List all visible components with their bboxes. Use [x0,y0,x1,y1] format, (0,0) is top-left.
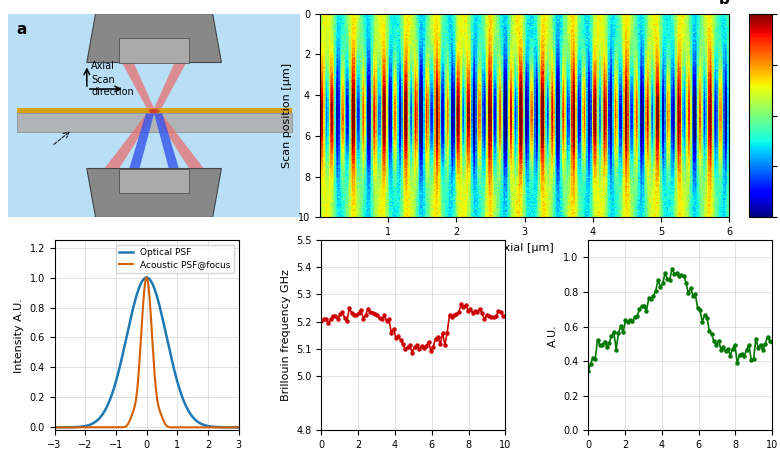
Optical PSF [142,275,151,280]
Polygon shape [119,38,190,63]
Optical PSF [50,424,59,430]
Y-axis label: Brillouin frequency GHz: Brillouin frequency GHz [281,269,291,401]
Polygon shape [154,113,204,169]
Polygon shape [87,169,222,217]
Acoustic PSF@focus [234,424,243,430]
Acoustic PSF@focus [211,424,220,430]
Acoustic PSF@focus [71,424,80,430]
X-axis label: Axial [μm]: Axial [μm] [496,243,554,253]
Polygon shape [129,113,154,169]
Line: Optical PSF: Optical PSF [55,278,239,427]
Text: Axial: Axial [91,61,115,71]
Text: b: b [718,0,729,8]
Polygon shape [119,169,190,193]
Optical PSF [230,424,239,430]
Legend: Optical PSF, Acoustic PSF@focus: Optical PSF, Acoustic PSF@focus [115,245,234,273]
Acoustic PSF@focus [230,424,239,430]
Polygon shape [8,14,300,217]
Polygon shape [87,14,222,63]
Text: direction: direction [91,87,134,97]
Optical PSF [211,424,220,430]
Optical PSF [234,424,243,430]
Optical PSF [129,305,138,311]
Acoustic PSF@focus [82,424,91,430]
Polygon shape [16,113,292,132]
Optical PSF [82,423,91,429]
Y-axis label: Scan position [μm]: Scan position [μm] [282,63,292,168]
Text: Scan: Scan [91,75,115,85]
Line: Acoustic PSF@focus: Acoustic PSF@focus [55,278,239,427]
Optical PSF [71,424,80,430]
Polygon shape [122,63,154,108]
Acoustic PSF@focus [50,424,59,430]
Optical PSF [120,341,129,346]
Y-axis label: A.U.: A.U. [548,324,558,347]
Polygon shape [105,113,154,169]
Acoustic PSF@focus [129,409,138,414]
Polygon shape [16,108,292,113]
Acoustic PSF@focus [120,424,129,429]
Acoustic PSF@focus [142,275,151,280]
Polygon shape [154,63,186,108]
Y-axis label: Intensity A.U.: Intensity A.U. [14,298,24,373]
Polygon shape [154,113,179,169]
Text: a: a [16,22,27,37]
